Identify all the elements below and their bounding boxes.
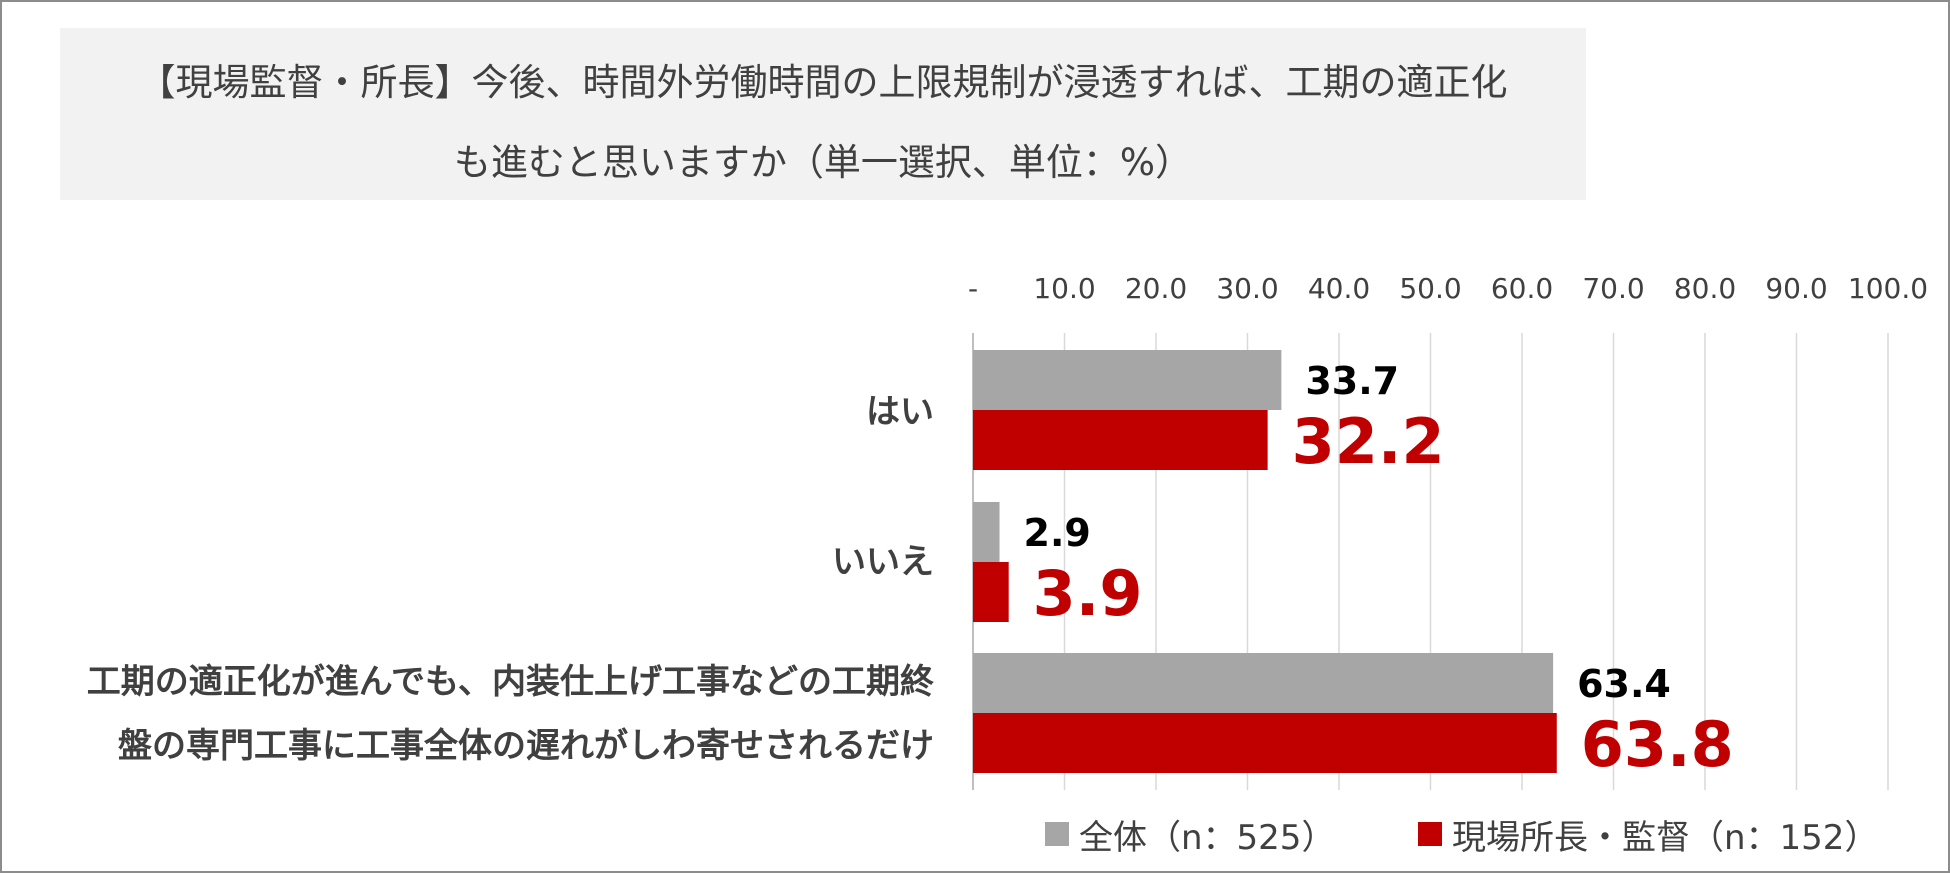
bars (973, 350, 1557, 773)
data-label-site-1: 3.9 (1033, 557, 1143, 630)
category-label-yes: はい (866, 380, 934, 444)
x-tick-label-40: 40.0 (1308, 272, 1370, 305)
category-label-squeeze-line-2: 盤の専門工事に工事全体の遅れがしわ寄せされるだけ (118, 726, 934, 766)
bar-site-1 (973, 562, 1009, 622)
data-label-overall-2: 63.4 (1577, 662, 1671, 706)
x-tick-label-10: 10.0 (1033, 272, 1095, 305)
category-label-no: いいえ (832, 530, 934, 594)
bar-overall-1 (973, 502, 1000, 562)
x-tick-label-60: 60.0 (1491, 272, 1553, 305)
legend-swatch-site (1418, 822, 1442, 846)
category-label-no-line: いいえ (832, 542, 934, 582)
legend-label-overall: 全体（n：525） (1079, 817, 1336, 858)
x-axis-ticks: - 10.0 20.0 30.0 40.0 50.0 60.0 70.0 80.0 90.0 100… (968, 272, 1928, 305)
chart-title-box: 【現場監督・所長】今後、時間外労働時間の上限規制が浸透すれば、工期の適正化 も進… (60, 28, 1586, 200)
x-tick-label-80: 80.0 (1674, 272, 1736, 305)
bar-overall-0 (973, 350, 1282, 410)
legend-swatch-overall (1045, 822, 1069, 846)
legend-label-site: 現場所長・監督（n：152） (1452, 817, 1879, 858)
legend-item-overall: 全体（n：525） (1045, 810, 1335, 858)
legend-item-site: 現場所長・監督（n：152） (1418, 810, 1878, 858)
x-tick-label-30: 30.0 (1216, 272, 1278, 305)
chart-title-line-2: も進むと思いますか（単一選択、単位：%） (453, 141, 1193, 184)
category-label-squeeze: 工期の適正化が進んでも、内装仕上げ工事などの工期終 盤の専門工事に工事全体の遅れ… (87, 650, 934, 778)
data-label-overall-0: 33.7 (1305, 359, 1399, 403)
data-label-overall-1: 2.9 (1024, 511, 1091, 555)
chart-title-line-1: 【現場監督・所長】今後、時間外労働時間の上限規制が浸透すれば、工期の適正化 (138, 61, 1508, 104)
x-tick-label-0: - (968, 272, 978, 305)
category-label-yes-line: はい (866, 392, 934, 432)
data-labels: 33.7 2.9 63.4 32.2 3.9 63.8 (1024, 359, 1734, 781)
x-tick-label-70: 70.0 (1582, 272, 1644, 305)
x-tick-label-20: 20.0 (1125, 272, 1187, 305)
x-tick-label-50: 50.0 (1399, 272, 1461, 305)
data-label-site-2: 63.8 (1581, 708, 1734, 781)
bar-overall-2 (973, 653, 1554, 713)
bar-site-0 (973, 410, 1268, 470)
category-label-squeeze-line-1: 工期の適正化が進んでも、内装仕上げ工事などの工期終 (86, 662, 934, 702)
x-tick-label-100: 100.0 (1848, 272, 1928, 305)
bar-site-2 (973, 713, 1557, 773)
data-label-site-0: 32.2 (1292, 405, 1445, 478)
x-tick-label-90: 90.0 (1765, 272, 1827, 305)
